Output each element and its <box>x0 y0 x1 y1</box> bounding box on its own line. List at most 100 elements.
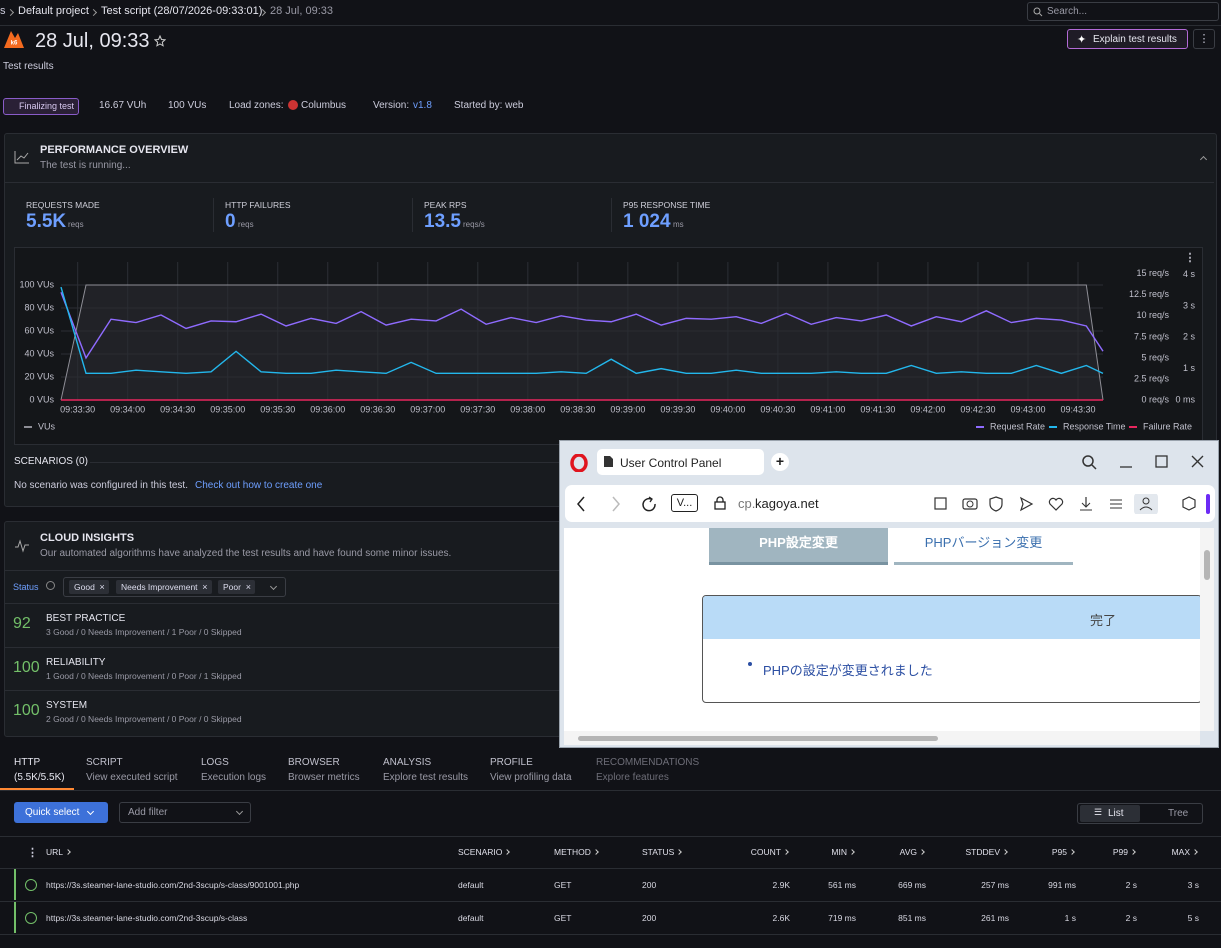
y3-tick-label: 2 s <box>1183 332 1196 342</box>
browser-tab[interactable]: User Control Panel <box>597 449 764 475</box>
row-accent <box>14 869 16 900</box>
tab-label[interactable]: PROFILE <box>490 757 533 768</box>
cell: GET <box>554 880 572 890</box>
scenarios-link[interactable]: Check out how to create one <box>195 480 323 491</box>
x-tick-label: 09:39:00 <box>610 404 645 414</box>
tab-title: User Control Panel <box>620 456 722 470</box>
metric-divider <box>213 198 214 232</box>
filter-label: Poor <box>223 582 241 592</box>
view-toggle <box>1077 803 1203 824</box>
tab-sub: View profiling data <box>490 772 572 783</box>
v-scrollbar[interactable] <box>1200 528 1214 731</box>
column-title: MAX <box>1171 847 1190 857</box>
column-title: SCENARIO <box>458 847 503 857</box>
list-button[interactable]: List ☰ <box>1080 805 1140 822</box>
column-header[interactable]: STDDEV <box>966 847 1009 857</box>
y-tick-label: 60 VUs <box>24 325 54 335</box>
filter-chip[interactable]: Good × <box>69 580 109 594</box>
crumb[interactable]: Default project <box>18 5 89 17</box>
x-tick-label: 09:37:00 <box>410 404 445 414</box>
metric-label: REQUESTS MADE <box>26 200 100 210</box>
x-tick-label: 09:41:00 <box>810 404 845 414</box>
cell[interactable]: https://3s.steamer-lane-studio.com/2nd-3… <box>46 880 300 890</box>
extensions <box>1182 494 1210 514</box>
insight-name: RELIABILITY <box>46 656 106 668</box>
tab-label[interactable]: HTTP <box>14 757 41 768</box>
tree-label[interactable]: Tree <box>1168 808 1189 819</box>
column-header[interactable]: METHOD <box>554 847 600 857</box>
column-title: URL <box>46 847 64 857</box>
search-box[interactable]: Search... <box>1027 2 1219 21</box>
h-scrollbar[interactable] <box>564 731 1200 745</box>
insight-detail: 3 Good / 0 Needs Improvement / 1 Poor / … <box>46 627 242 637</box>
doc-icon <box>604 456 613 467</box>
metric-unit: reqs <box>68 220 84 229</box>
bullet <box>748 662 752 666</box>
status-filter[interactable] <box>63 577 286 597</box>
crumb[interactable]: s <box>0 5 6 17</box>
y-tick-label: 0 VUs <box>29 394 54 404</box>
cell: 200 <box>642 880 657 890</box>
new-tab[interactable]: + <box>771 453 789 471</box>
column-header[interactable]: MIN <box>831 847 856 857</box>
meta-version-label: Version: <box>373 100 410 111</box>
filter-chip[interactable]: Poor × <box>218 580 255 594</box>
chart: 09:33:30 09:34:00 09:34:30 09:35:00 09:35:30… <box>19 252 1196 431</box>
result-box: 完了 PHPの設定が変更されました <box>702 595 1202 703</box>
y2-tick-label: 0 req/s <box>1141 394 1169 404</box>
php-tab-active[interactable]: PHP設定変更 <box>709 528 888 565</box>
legend-label: Failure Rate <box>1143 421 1192 431</box>
quick-select[interactable]: Quick select <box>14 802 108 823</box>
overview-subtitle: The test is running... <box>40 160 131 171</box>
column-header[interactable]: STATUS <box>642 847 683 857</box>
y2-tick-label: 12.5 req/s <box>1129 289 1170 299</box>
column-title: COUNT <box>750 847 781 857</box>
tab-label[interactable]: ANALYSIS <box>383 757 432 768</box>
cell: 2.9K <box>772 880 791 890</box>
y-tick-label: 20 VUs <box>24 371 54 381</box>
x-tick-label: 09:37:30 <box>460 404 495 414</box>
add-filter[interactable]: Add filter <box>119 802 251 823</box>
column-menu[interactable]: ⋮ <box>27 847 38 859</box>
tab-underline <box>0 788 74 790</box>
y2-tick-label: 7.5 req/s <box>1134 331 1170 341</box>
column-header[interactable]: P99 <box>1113 847 1137 857</box>
column-header[interactable]: MAX <box>1172 847 1199 857</box>
divider <box>5 182 1214 183</box>
meta-zone: Columbus <box>301 100 347 111</box>
cell: 991 ms <box>1048 880 1076 890</box>
nav-buttons[interactable] <box>573 494 673 514</box>
flag <box>288 100 298 110</box>
tab-label[interactable]: BROWSER <box>288 757 340 768</box>
column-header[interactable]: P95 <box>1052 847 1076 857</box>
sort-chevron <box>783 849 789 855</box>
sort-chevron <box>1002 849 1008 855</box>
cell: 261 ms <box>981 913 1009 923</box>
tab-label[interactable]: LOGS <box>201 757 229 768</box>
crumb[interactable]: Test script (28/07/2026-09:33:01) <box>101 5 263 17</box>
meta-version[interactable]: v1.8 <box>413 100 432 111</box>
more-button[interactable]: ⋮ <box>1193 29 1215 49</box>
divider <box>5 646 560 648</box>
metric-value: 0 <box>225 211 236 232</box>
column-header[interactable]: COUNT <box>751 847 790 857</box>
site-badge[interactable]: V... <box>671 494 698 512</box>
metric-divider <box>611 198 612 232</box>
divider <box>0 901 1221 902</box>
column-header[interactable]: SCENARIO <box>458 847 511 857</box>
divider <box>5 690 560 692</box>
tab-label[interactable]: RECOMMENDATIONS <box>596 757 700 768</box>
cell[interactable]: https://3s.steamer-lane-studio.com/2nd-3… <box>46 913 248 923</box>
column-title: MIN <box>831 847 847 857</box>
address-row: V... cp. kagoya.net <box>565 485 1215 522</box>
filter-chip[interactable]: Needs Improvement × <box>116 580 212 594</box>
tab-label[interactable]: SCRIPT <box>86 757 123 768</box>
column-header[interactable]: URL <box>46 847 72 857</box>
column-header[interactable]: AVG <box>900 847 926 857</box>
star[interactable] <box>154 35 166 47</box>
status-label: Status <box>13 582 39 592</box>
explain-button[interactable]: ✦ Explain test results <box>1067 29 1188 49</box>
y-tick-label: 40 VUs <box>24 348 54 358</box>
y2-tick-label: 15 req/s <box>1136 268 1169 278</box>
php-tab[interactable]: PHPバージョン変更 <box>894 528 1073 565</box>
